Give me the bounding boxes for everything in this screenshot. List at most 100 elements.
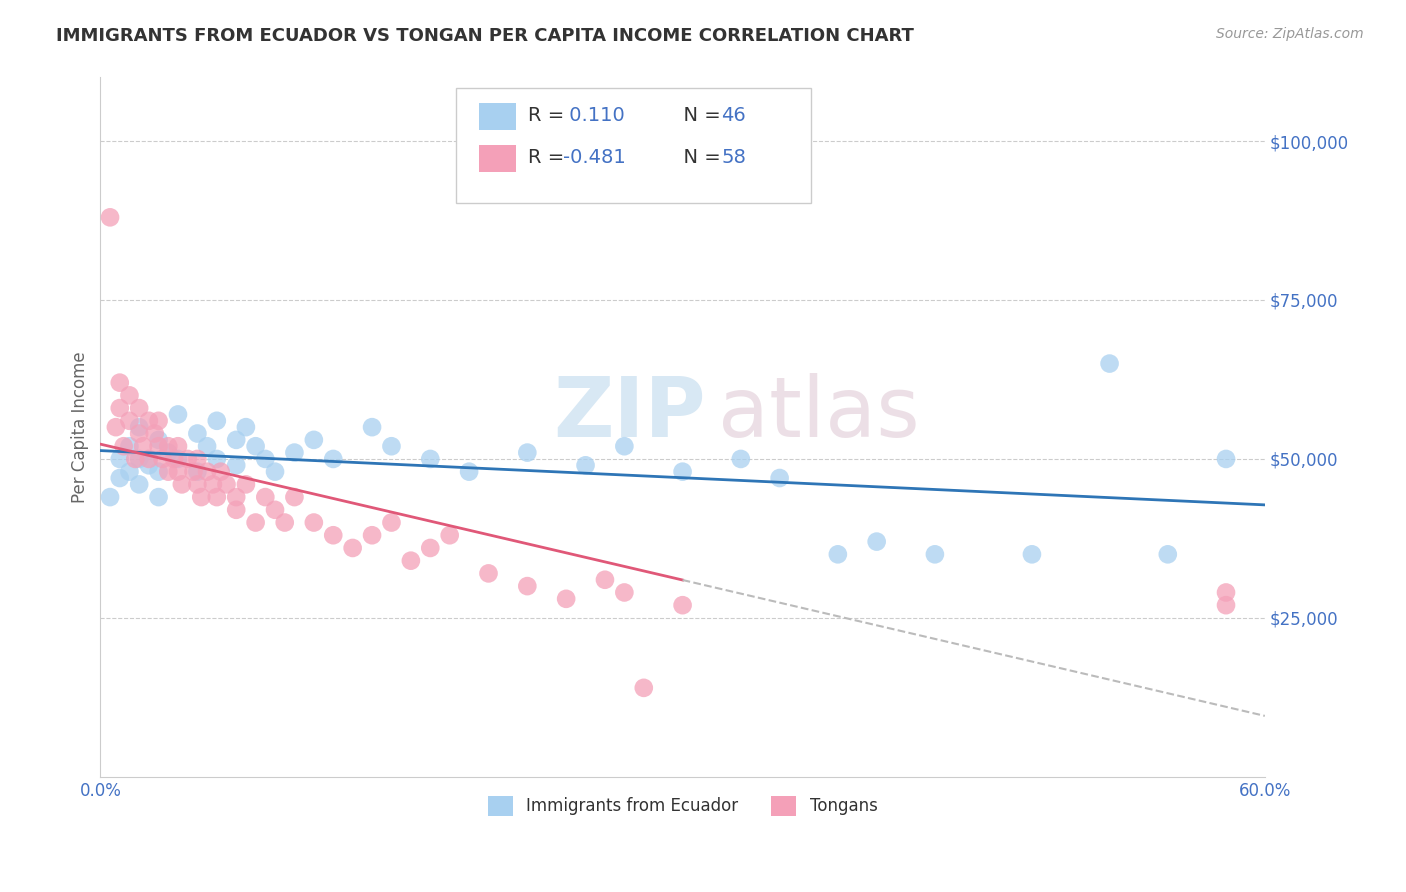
Point [730,452,752,467]
Point [254,490,277,504]
Point [186,465,208,479]
Point [167,465,190,479]
FancyBboxPatch shape [456,88,811,203]
Text: atlas: atlas [717,373,920,454]
Point [380,516,402,530]
Point [235,420,257,434]
Point [1215,598,1237,612]
Point [170,477,193,491]
Legend: Immigrants from Ecuador, Tongans: Immigrants from Ecuador, Tongans [479,788,886,824]
Point [157,465,180,479]
Point [274,516,297,530]
Point [128,452,150,467]
Point [124,452,146,467]
Point [361,420,384,434]
Point [302,516,325,530]
Point [302,433,325,447]
Point [264,465,287,479]
Point [152,452,174,467]
Point [167,439,190,453]
Point [866,534,889,549]
Point [108,471,131,485]
Point [1215,452,1237,467]
Point [264,503,287,517]
Point [245,439,267,453]
Point [128,401,150,415]
Point [205,490,228,504]
Point [399,554,422,568]
Point [439,528,461,542]
Point [205,414,228,428]
Point [419,541,441,555]
Point [613,439,636,453]
Point [128,426,150,441]
Point [769,471,792,485]
Point [827,547,849,561]
Point [138,452,160,467]
Point [254,452,277,467]
Point [516,445,538,459]
Point [225,490,247,504]
Text: ZIP: ZIP [554,373,706,454]
Point [458,465,481,479]
Point [186,477,208,491]
Point [98,211,121,225]
Text: IMMIGRANTS FROM ECUADOR VS TONGAN PER CAPITA INCOME CORRELATION CHART: IMMIGRANTS FROM ECUADOR VS TONGAN PER CA… [56,27,914,45]
FancyBboxPatch shape [479,103,516,130]
Point [1157,547,1180,561]
Point [195,439,218,453]
Point [361,528,384,542]
Point [132,439,155,453]
Point [186,426,208,441]
FancyBboxPatch shape [479,145,516,172]
Point [186,452,208,467]
Point [593,573,616,587]
Point [138,458,160,473]
Point [671,465,693,479]
Text: 58: 58 [721,148,747,168]
Point [118,414,141,428]
Point [245,516,267,530]
Point [380,439,402,453]
Point [128,477,150,491]
Text: -0.481: -0.481 [562,148,626,168]
Point [148,490,170,504]
Point [118,439,141,453]
Point [283,445,305,459]
Point [118,465,141,479]
Text: Source: ZipAtlas.com: Source: ZipAtlas.com [1216,27,1364,41]
Point [225,458,247,473]
Point [98,490,121,504]
Point [143,426,166,441]
Point [163,452,186,467]
Point [108,376,131,390]
Point [176,452,198,467]
Y-axis label: Per Capita Income: Per Capita Income [72,351,89,503]
Point [419,452,441,467]
Text: 0.110: 0.110 [562,106,624,126]
Point [555,591,578,606]
Point [205,452,228,467]
Point [195,465,218,479]
Point [183,465,205,479]
Point [924,547,946,561]
Point [215,477,238,491]
Point [225,503,247,517]
Point [322,528,344,542]
Point [108,401,131,415]
Point [148,465,170,479]
Text: N =: N = [671,106,727,126]
Point [1098,357,1121,371]
Point [516,579,538,593]
Point [148,433,170,447]
Point [190,490,212,504]
Point [118,388,141,402]
Point [128,420,150,434]
Text: N =: N = [671,148,727,168]
Point [342,541,364,555]
Point [108,452,131,467]
Point [1215,585,1237,599]
Point [201,477,224,491]
Point [104,420,127,434]
Point [148,439,170,453]
